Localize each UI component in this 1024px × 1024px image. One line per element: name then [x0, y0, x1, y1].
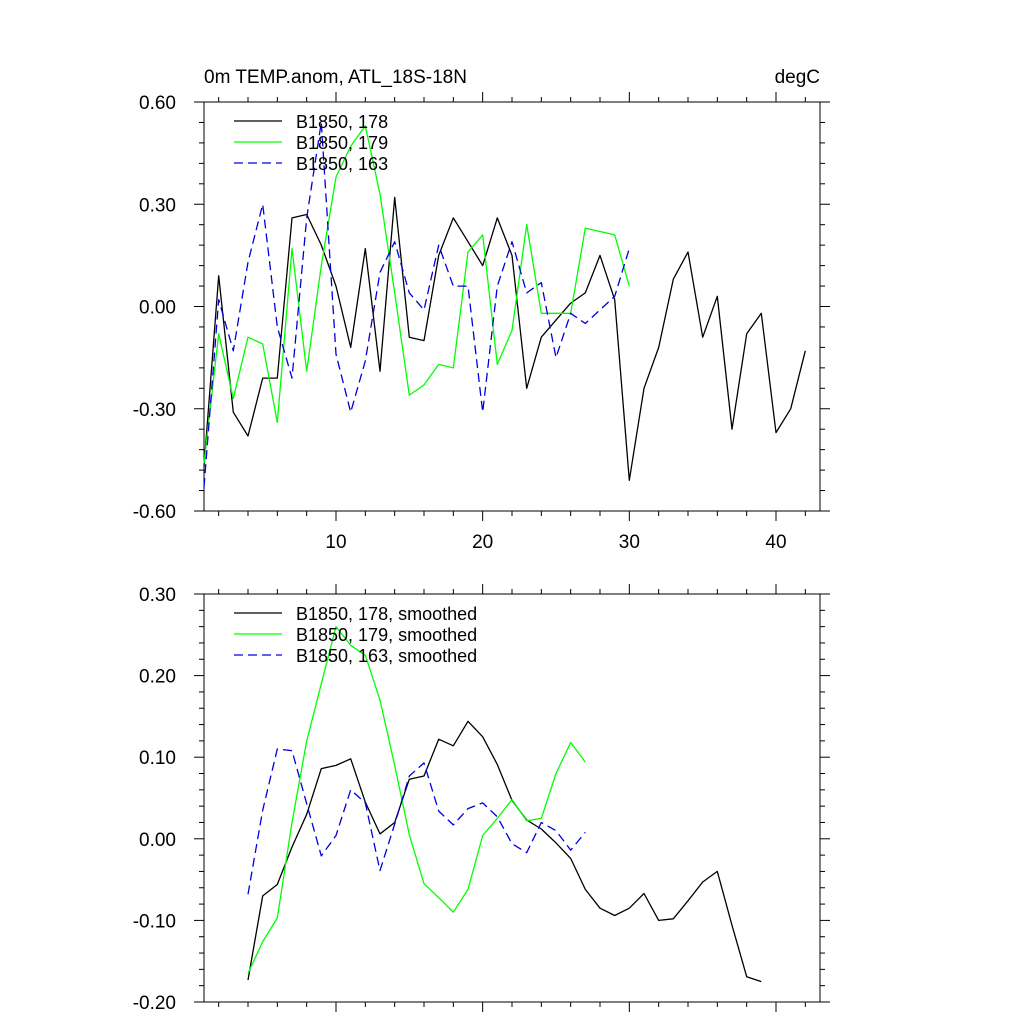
top-series-line-3 [203, 121, 630, 488]
bottom-y-tick-label: 0.30 [139, 585, 176, 606]
bottom-legend-label-2: B1850, 179, smoothed [296, 625, 477, 645]
top-x-tick-label: 30 [619, 532, 640, 553]
top-legend-label-1: B1850, 178 [296, 112, 388, 132]
top-panel: 10 20 30 40 -0.60 -0.30 0.00 0.30 0.60 B1850, 178… [133, 92, 830, 553]
top-x-tick-label: 40 [765, 532, 786, 553]
top-legend-label-3: B1850, 163 [296, 154, 388, 174]
top-x-tick-label: 20 [472, 532, 493, 553]
top-series-line-2 [203, 125, 630, 464]
bottom-y-tick-label: -0.10 [133, 911, 176, 932]
bottom-panel: -0.20 -0.10 0.00 0.10 0.20 0.30 B1850, 178, sm… [133, 584, 830, 1014]
bottom-y-tick-label: -0.20 [133, 993, 176, 1014]
top-x-tick-label: 10 [325, 532, 346, 553]
top-y-tick-label: -0.30 [133, 400, 176, 421]
top-legend-label-2: B1850, 179 [296, 133, 388, 153]
figure-title: 0m TEMP.anom, ATL_18S-18N [204, 67, 467, 88]
bottom-y-tick-label: 0.10 [139, 748, 176, 769]
bottom-series-line-2 [247, 625, 586, 974]
bottom-y-tick-label: 0.00 [139, 830, 176, 851]
bottom-series-line-1 [247, 720, 762, 983]
figure-unit-label: degC [775, 67, 820, 88]
top-series-line-1 [203, 196, 806, 481]
bottom-series-line-3 [247, 748, 586, 895]
top-y-tick-label: -0.60 [133, 502, 176, 523]
bottom-legend-label-3: B1850, 163, smoothed [296, 646, 477, 666]
top-y-tick-label: 0.00 [139, 298, 176, 319]
bottom-legend-label-1: B1850, 178, smoothed [296, 604, 477, 624]
top-y-tick-label: 0.30 [139, 195, 176, 216]
bottom-y-tick-label: 0.20 [139, 667, 176, 688]
top-y-tick-label: 0.60 [139, 93, 176, 114]
